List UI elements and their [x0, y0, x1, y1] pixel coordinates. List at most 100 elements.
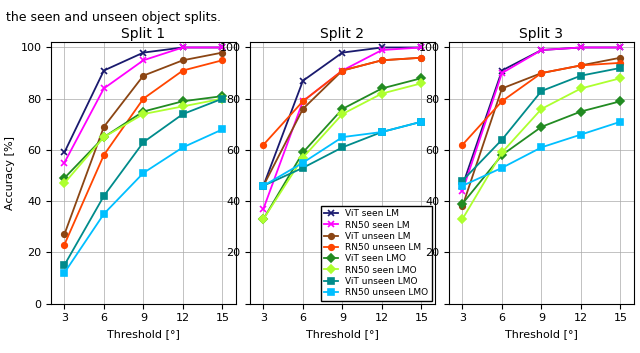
ViT unseen LM: [218, 50, 226, 55]
Line: RN50 seen LMO: RN50 seen LMO: [460, 76, 623, 222]
RN50 seen LMO: [378, 91, 386, 96]
RN50 seen LM: [417, 46, 425, 50]
ViT unseen LM: [100, 125, 108, 129]
Line: ViT unseen LM: ViT unseen LM: [460, 55, 623, 209]
ViT unseen LM: [498, 86, 506, 91]
ViT unseen LM: [538, 71, 545, 75]
ViT seen LMO: [459, 202, 467, 206]
ViT seen LM: [577, 46, 585, 50]
RN50 seen LMO: [459, 217, 467, 221]
RN50 unseen LMO: [378, 130, 386, 134]
Line: RN50 seen LM: RN50 seen LM: [61, 45, 225, 166]
Line: ViT seen LM: ViT seen LM: [260, 45, 424, 189]
ViT seen LMO: [417, 76, 425, 80]
RN50 unseen LMO: [260, 184, 268, 188]
RN50 unseen LM: [339, 68, 346, 73]
ViT unseen LM: [616, 56, 624, 60]
ViT unseen LM: [459, 204, 467, 208]
RN50 seen LMO: [616, 76, 624, 80]
RN50 unseen LM: [378, 58, 386, 62]
RN50 unseen LMO: [417, 120, 425, 124]
Text: the seen and unseen object splits.: the seen and unseen object splits.: [6, 11, 221, 24]
RN50 seen LM: [538, 48, 545, 52]
ViT seen LM: [459, 184, 467, 188]
Line: RN50 unseen LMO: RN50 unseen LMO: [460, 119, 623, 189]
ViT seen LMO: [140, 109, 147, 114]
ViT unseen LMO: [299, 166, 307, 170]
Title: Split 2: Split 2: [321, 27, 364, 41]
Line: ViT unseen LMO: ViT unseen LMO: [260, 119, 424, 189]
RN50 seen LM: [260, 207, 268, 211]
Line: RN50 seen LMO: RN50 seen LMO: [61, 96, 225, 186]
RN50 unseen LMO: [577, 132, 585, 137]
ViT seen LMO: [577, 109, 585, 114]
ViT unseen LMO: [538, 89, 545, 93]
ViT unseen LM: [140, 73, 147, 78]
Line: ViT seen LM: ViT seen LM: [61, 45, 225, 155]
RN50 unseen LM: [538, 71, 545, 75]
ViT seen LM: [218, 46, 226, 50]
Line: RN50 unseen LMO: RN50 unseen LMO: [61, 127, 225, 276]
ViT unseen LM: [378, 58, 386, 62]
ViT unseen LMO: [417, 120, 425, 124]
RN50 unseen LM: [218, 58, 226, 62]
RN50 seen LMO: [339, 112, 346, 116]
ViT seen LM: [260, 184, 268, 188]
ViT unseen LM: [299, 107, 307, 111]
ViT seen LMO: [498, 153, 506, 157]
ViT seen LM: [378, 46, 386, 50]
ViT unseen LM: [179, 58, 187, 62]
RN50 seen LMO: [538, 107, 545, 111]
RN50 seen LM: [339, 68, 346, 73]
RN50 unseen LM: [417, 56, 425, 60]
RN50 seen LMO: [260, 217, 268, 221]
ViT seen LM: [498, 68, 506, 73]
ViT unseen LMO: [218, 97, 226, 101]
ViT unseen LMO: [339, 145, 346, 149]
ViT seen LM: [140, 50, 147, 55]
ViT unseen LMO: [100, 194, 108, 198]
Line: RN50 unseen LM: RN50 unseen LM: [460, 60, 623, 148]
ViT unseen LMO: [577, 73, 585, 78]
ViT seen LMO: [218, 94, 226, 98]
ViT unseen LMO: [616, 66, 624, 70]
X-axis label: Threshold [°]: Threshold [°]: [505, 329, 578, 339]
RN50 unseen LM: [459, 143, 467, 147]
ViT seen LMO: [339, 107, 346, 111]
Line: ViT seen LMO: ViT seen LMO: [61, 93, 225, 181]
RN50 unseen LM: [299, 99, 307, 103]
RN50 seen LMO: [179, 104, 187, 108]
RN50 seen LMO: [417, 81, 425, 85]
ViT seen LMO: [616, 99, 624, 103]
ViT unseen LMO: [498, 138, 506, 142]
ViT seen LM: [616, 46, 624, 50]
RN50 seen LM: [218, 46, 226, 50]
RN50 seen LM: [378, 48, 386, 52]
ViT seen LMO: [100, 135, 108, 139]
ViT unseen LMO: [179, 112, 187, 116]
RN50 unseen LM: [61, 243, 68, 247]
RN50 seen LMO: [218, 97, 226, 101]
Title: Split 3: Split 3: [520, 27, 563, 41]
ViT seen LMO: [179, 99, 187, 103]
ViT seen LM: [417, 46, 425, 50]
ViT seen LM: [299, 79, 307, 83]
ViT unseen LMO: [260, 184, 268, 188]
Line: ViT unseen LM: ViT unseen LM: [61, 50, 225, 237]
RN50 unseen LMO: [538, 145, 545, 149]
ViT seen LM: [61, 150, 68, 155]
RN50 unseen LM: [616, 61, 624, 65]
RN50 seen LM: [498, 71, 506, 75]
ViT seen LMO: [260, 217, 268, 221]
RN50 unseen LMO: [339, 135, 346, 139]
RN50 seen LM: [179, 46, 187, 50]
Line: RN50 seen LM: RN50 seen LM: [260, 45, 424, 211]
ViT seen LM: [179, 46, 187, 50]
RN50 unseen LMO: [498, 166, 506, 170]
RN50 unseen LM: [100, 153, 108, 157]
RN50 unseen LM: [498, 99, 506, 103]
ViT unseen LMO: [140, 140, 147, 144]
RN50 seen LM: [577, 46, 585, 50]
Legend: ViT seen LM, RN50 seen LM, ViT unseen LM, RN50 unseen LM, ViT seen LMO, RN50 see: ViT seen LM, RN50 seen LM, ViT unseen LM…: [321, 206, 432, 301]
ViT seen LM: [100, 68, 108, 73]
